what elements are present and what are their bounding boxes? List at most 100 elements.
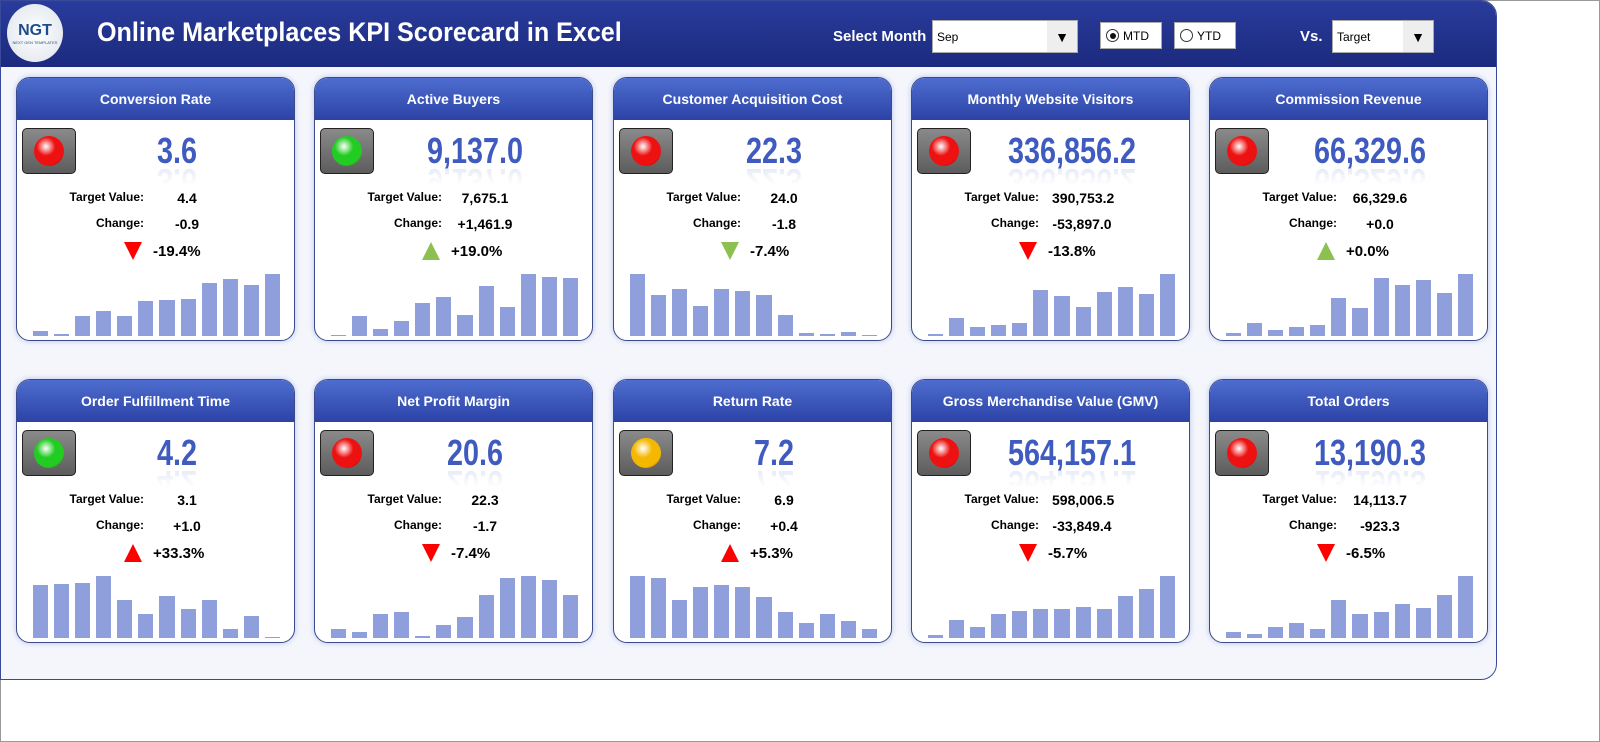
month-dropdown[interactable]: Sep ▼ (932, 20, 1078, 53)
trend-bar (415, 303, 431, 336)
trend-bar (1012, 322, 1028, 336)
change-percent: -6.5% (1346, 545, 1386, 562)
trend-arrow-icon (1019, 242, 1037, 260)
trend-bar (819, 614, 835, 638)
trend-bar-chart (331, 576, 578, 638)
ytd-radio[interactable]: YTD (1174, 22, 1236, 49)
target-label: Target Value: (666, 492, 741, 506)
kpi-value: 4.2 (97, 432, 257, 474)
change-value: -1.8 (771, 216, 797, 232)
header-bar: NGT NEXT GEN TEMPLATES Online Marketplac… (1, 1, 1496, 67)
trend-bar (499, 306, 515, 336)
change-value: -33,849.4 (1052, 518, 1112, 534)
trend-bar (541, 580, 557, 638)
kpi-value: 336,856.2 (992, 130, 1152, 172)
change-percent: -19.4% (153, 243, 201, 260)
trend-bar (436, 296, 452, 336)
trend-bar (117, 600, 133, 638)
trend-bar (180, 299, 196, 336)
change-percent: -13.8% (1048, 243, 1096, 260)
trend-bar (1436, 595, 1452, 638)
status-light-icon (22, 430, 76, 476)
status-bulb (1227, 136, 1257, 166)
change-label: Change: (394, 216, 442, 230)
trend-arrow-icon (124, 544, 142, 562)
trend-bar (1075, 307, 1091, 336)
trend-bar (1159, 576, 1175, 638)
chevron-down-icon[interactable]: ▼ (1403, 21, 1433, 52)
trend-bar (1373, 278, 1389, 336)
select-month-label: Select Month (833, 28, 927, 45)
trend-bar (1226, 332, 1242, 336)
trend-bar (394, 612, 410, 638)
kpi-value: 20.6 (395, 432, 555, 474)
trend-bar (714, 584, 730, 638)
change-label: Change: (96, 216, 144, 230)
status-light-icon (320, 128, 374, 174)
trend-bar (96, 576, 112, 638)
trend-bar (1331, 599, 1347, 638)
status-bulb (332, 136, 362, 166)
target-value: 14,113.7 (1353, 492, 1407, 508)
trend-bar-chart (630, 576, 877, 638)
status-light-icon (917, 430, 971, 476)
target-value: 390,753.2 (1052, 190, 1115, 206)
vs-dropdown[interactable]: Target ▼ (1332, 20, 1434, 53)
trend-bar (798, 332, 814, 336)
trend-bar (264, 274, 280, 336)
trend-bar-chart (1226, 576, 1473, 638)
trend-bar (541, 277, 557, 336)
trend-bar (1096, 609, 1112, 638)
trend-bar (1415, 608, 1431, 638)
target-value: 22.3 (471, 492, 499, 508)
trend-bar (222, 629, 238, 638)
change-percent: -7.4% (750, 243, 790, 260)
trend-bar (1054, 609, 1070, 638)
trend-bar (201, 600, 217, 638)
trend-bar-chart (630, 274, 877, 336)
kpi-card: Customer Acquisition Cost 22.3 Target Va… (613, 77, 892, 341)
mtd-radio[interactable]: MTD (1100, 22, 1162, 49)
change-value: +0.4 (770, 518, 798, 534)
change-label: Change: (1289, 518, 1337, 532)
trend-bar (991, 324, 1007, 336)
trend-bar (436, 625, 452, 638)
trend-bar (1138, 293, 1154, 336)
target-label: Target Value: (666, 190, 741, 204)
kpi-card: Active Buyers 9,137.0 Target Value: 7,67… (314, 77, 593, 341)
trend-bar-chart (33, 274, 280, 336)
change-label: Change: (394, 518, 442, 532)
trend-bar (201, 282, 217, 336)
trend-bar (1457, 274, 1473, 336)
kpi-card: Monthly Website Visitors 336,856.2 Targe… (911, 77, 1190, 341)
trend-bar (1394, 603, 1410, 638)
kpi-value: 22.3 (694, 130, 854, 172)
ngt-logo: NGT NEXT GEN TEMPLATES (7, 4, 63, 62)
trend-bar (457, 616, 473, 638)
kpi-title: Gross Merchandise Value (GMV) (912, 380, 1189, 422)
change-value: +0.0 (1366, 216, 1394, 232)
trend-bar (457, 315, 473, 336)
trend-bar (1226, 631, 1242, 638)
target-value: 3.1 (177, 492, 197, 508)
trend-bar (243, 284, 259, 336)
chevron-down-icon[interactable]: ▼ (1047, 21, 1077, 52)
change-label: Change: (991, 216, 1039, 230)
target-value: 7,675.1 (461, 190, 509, 206)
trend-arrow-icon (1019, 544, 1037, 562)
trend-bar (264, 636, 280, 638)
status-bulb (631, 136, 661, 166)
kpi-card: Net Profit Margin 20.6 Target Value: 22.… (314, 379, 593, 643)
kpi-card: Total Orders 13,190.3 Target Value: 14,1… (1209, 379, 1488, 643)
change-percent: +33.3% (153, 545, 205, 562)
trend-bar (1117, 595, 1133, 638)
change-value: -1.7 (472, 518, 498, 534)
change-label: Change: (96, 518, 144, 532)
trend-bar (96, 310, 112, 336)
radio-unselected-icon (1180, 29, 1193, 42)
trend-bar (861, 629, 877, 638)
trend-bar (138, 301, 154, 336)
status-bulb (34, 438, 64, 468)
status-bulb (332, 438, 362, 468)
kpi-value: 7.2 (694, 432, 854, 474)
